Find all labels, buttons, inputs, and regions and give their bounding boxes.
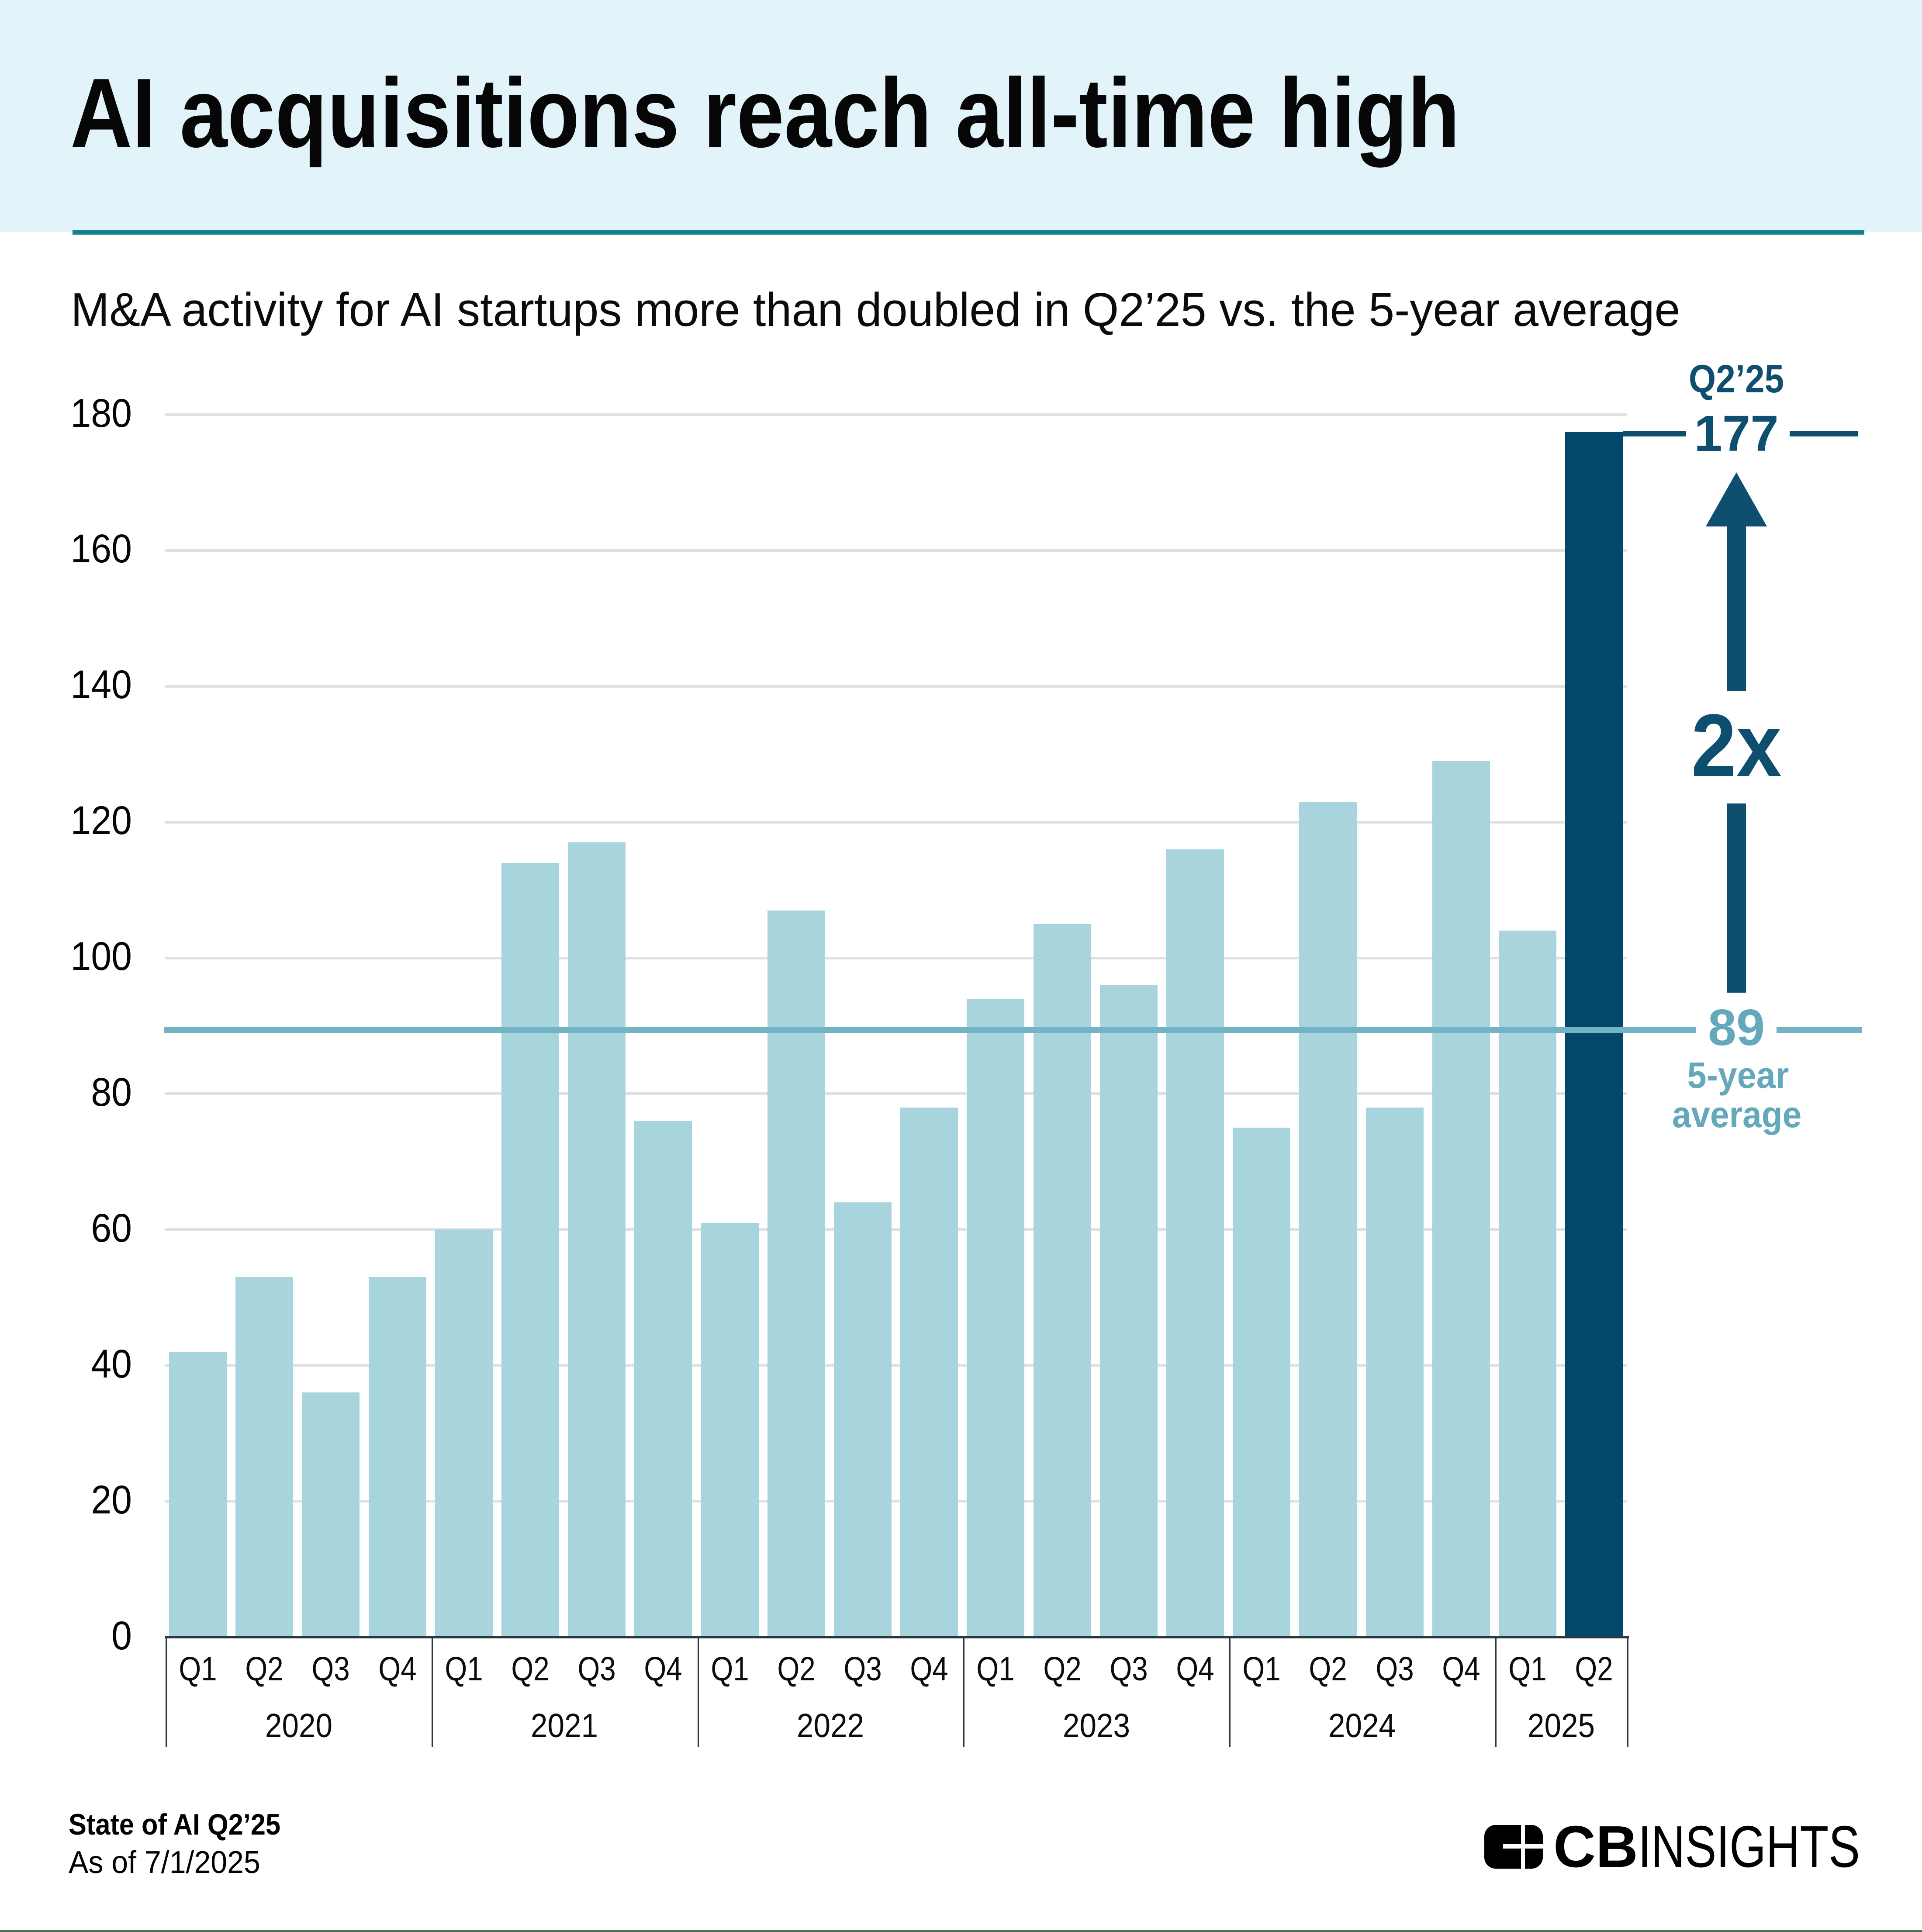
svg-text:INSIGHTS: INSIGHTS <box>1638 1814 1860 1880</box>
svg-text:CB: CB <box>1553 1814 1638 1880</box>
